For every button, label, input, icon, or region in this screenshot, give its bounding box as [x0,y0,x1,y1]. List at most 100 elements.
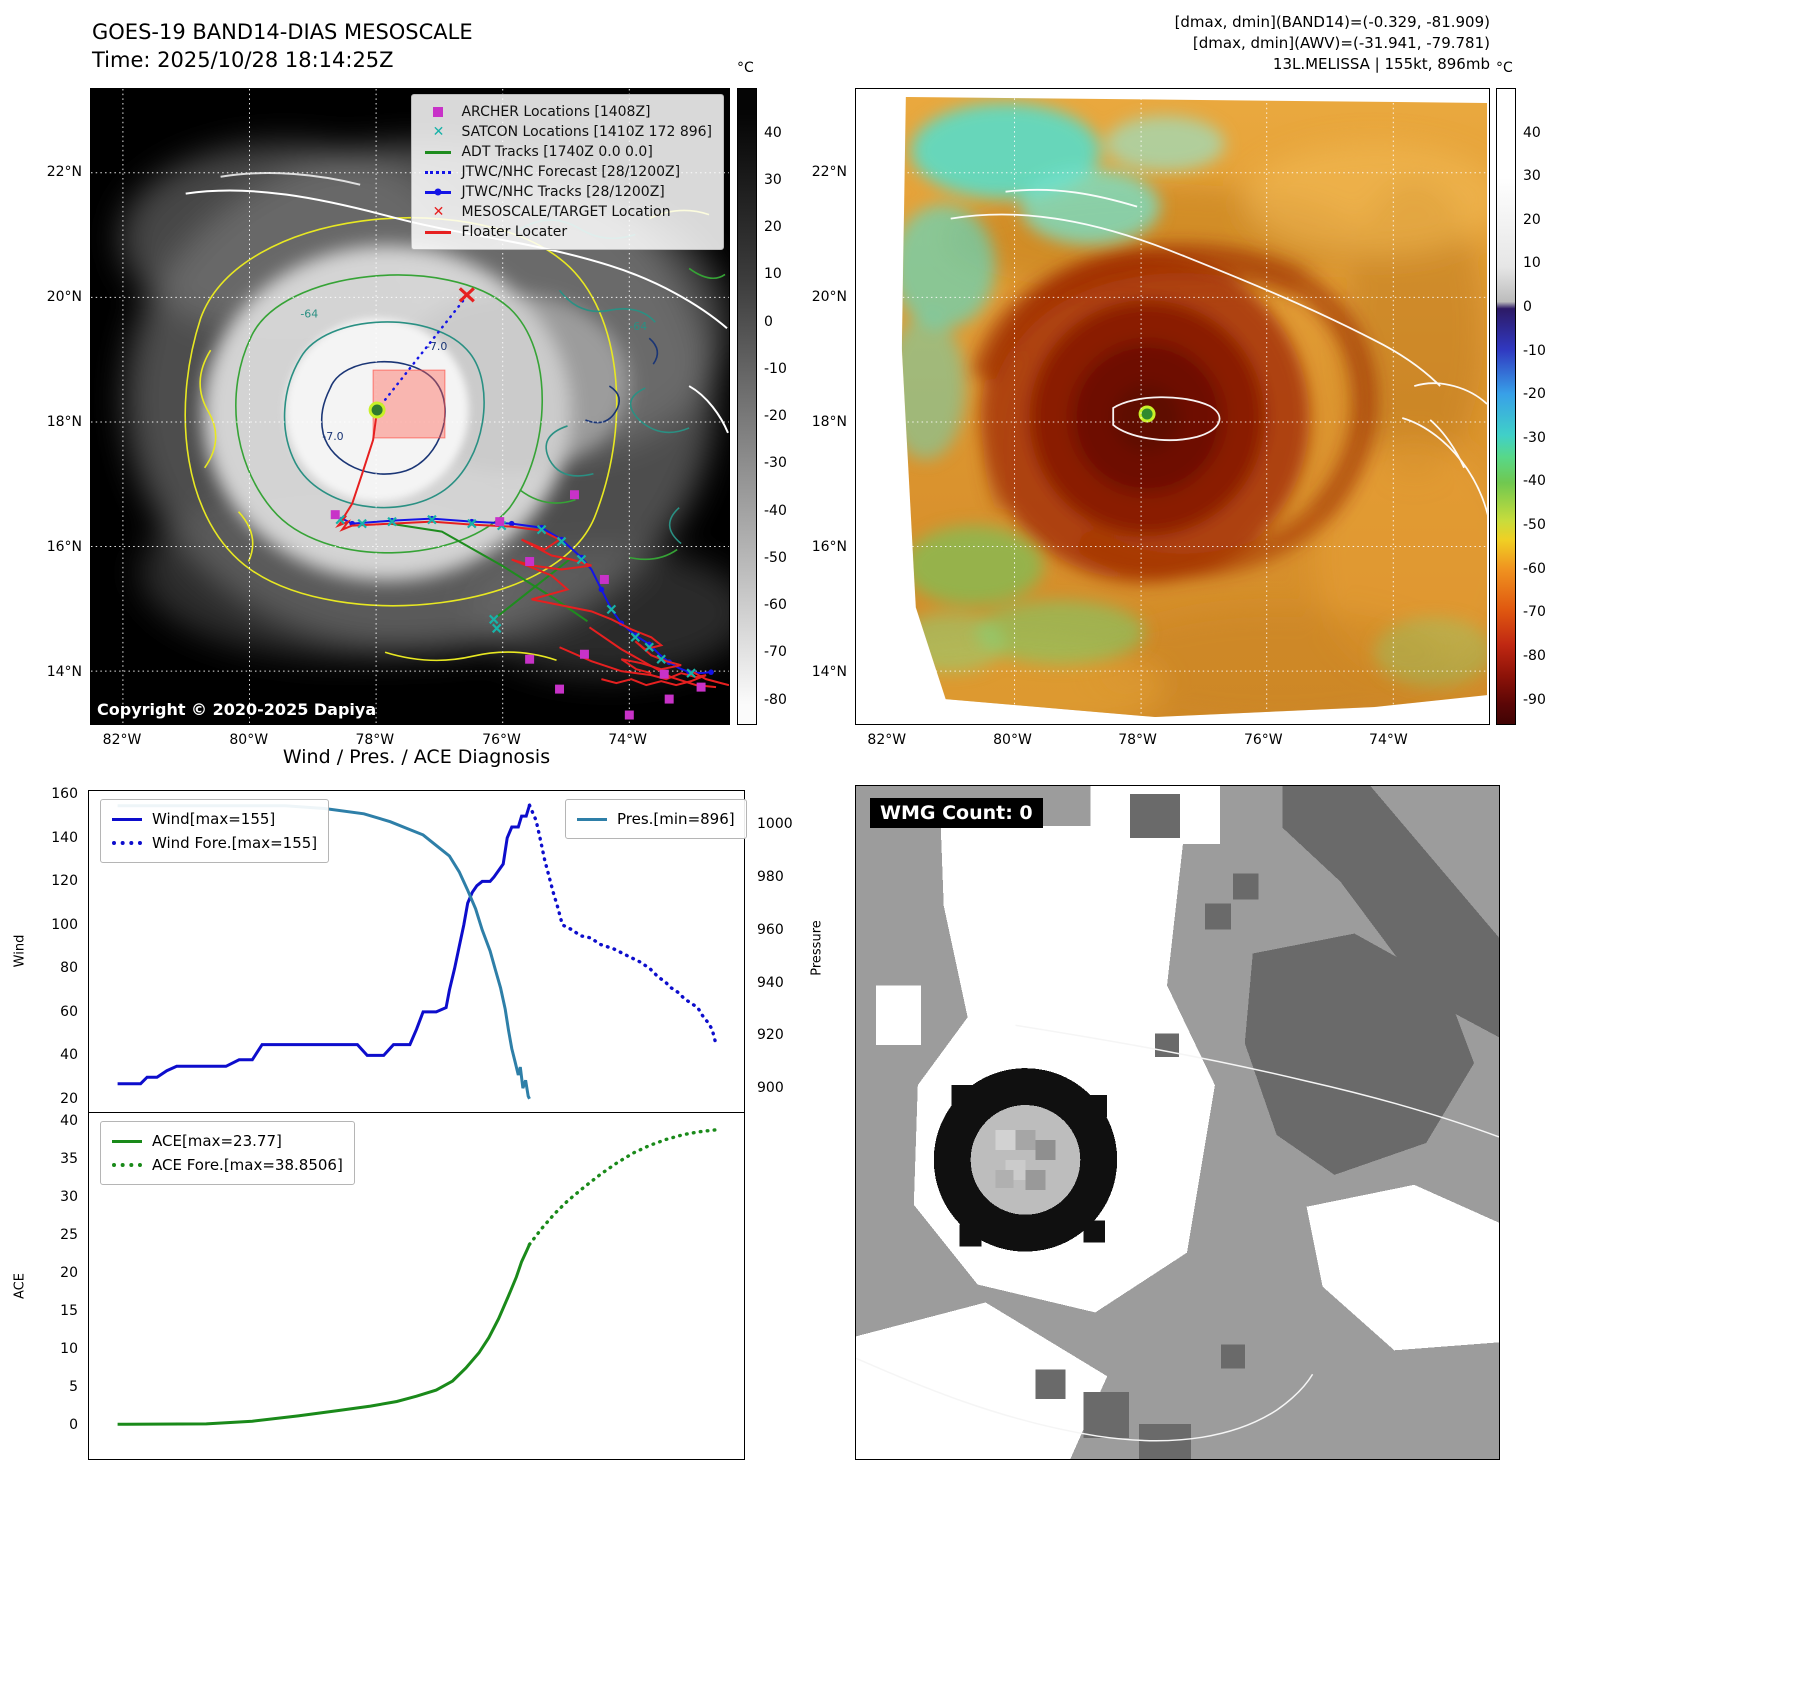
legend-label: JTWC/NHC Tracks [28/1200Z] [461,184,665,200]
tick-label: 78°W [355,732,395,748]
tick-label: 1000 [757,816,793,833]
tick-label: -40 [1523,473,1546,490]
storm-id-intensity: 13L.MELISSA | 155kt, 896mb [1272,55,1490,73]
dense-regions [1035,786,1499,1459]
tick-label: 0 [69,1417,78,1434]
band14-lon-axis: 82°W 80°W 78°W 76°W 74°W [90,731,730,751]
band14-colorbar-unit: °C [737,60,754,76]
tick-label: -10 [764,360,787,377]
tick-label: 30 [1523,168,1541,185]
contour-label: -7.0 [426,340,447,353]
tick-label: -20 [1523,386,1546,403]
cold-cloud-patches [901,102,1488,688]
tick-label: -40 [764,502,787,519]
ace-axis-label: ACE [12,1273,28,1299]
tick-label: 22°N [811,164,847,181]
series-line [117,804,531,1100]
target-x-marker [458,287,475,303]
awv-header: [dmax, dmin](BAND14)=(-0.329, -81.909) [… [960,12,1490,75]
ace-legend: ACE[max=23.77] ACE Fore.[max=38.8506] [100,1121,355,1185]
mesoscale-target-box [372,369,446,439]
tick-label: 76°W [482,732,521,748]
legend-item: ACE[max=23.77] [112,1129,343,1153]
band14-title: GOES-19 BAND14-DIAS MESOSCALE [92,20,473,44]
legend-label: Wind Fore.[max=155] [152,834,318,852]
tick-label: 40 [60,1047,78,1064]
legend-item: Pres.[min=896] [577,807,735,831]
tick-label: 5 [69,1379,78,1396]
line-marker-icon [423,230,453,234]
legend-label: JTWC/NHC Forecast [28/1200Z] [461,164,681,180]
tick-label: 0 [1523,299,1532,316]
tick-label: 74°W [608,732,647,748]
tick-label: 15 [60,1303,78,1320]
awv-colorbar-ticks: 40 30 20 10 0 -10 -20 -30 -40 -50 -60 -70 -80 -90 [1519,88,1567,725]
awv-colorbar-unit: °C [1496,60,1513,76]
tick-label: 18°N [46,413,82,430]
hurricane-core [970,243,1378,583]
diagnosis-chart-title: Wind / Pres. / ACE Diagnosis [282,746,551,768]
tick-label: 60 [60,1003,78,1020]
pressure-line-sample-icon [577,817,607,821]
series-line [117,804,531,1086]
tick-label: -30 [764,455,787,472]
awv-colorbar [1496,88,1516,725]
tick-label: 35 [60,1151,78,1168]
tick-label: 80 [60,960,78,977]
tick-label: -70 [1523,604,1546,621]
band14-legend: ARCHER Locations [1408Z] ✕ SATCON Location… [411,94,724,250]
tick-label: -50 [1523,517,1546,534]
legend-item: ✕ SATCON Locations [1410Z 172 896] [423,122,712,142]
tick-label: 140 [51,829,78,846]
tick-label: 20 [764,219,782,236]
pressure-legend: Pres.[min=896] [565,799,747,839]
wind-line-sample-icon [112,817,142,821]
contour-label: -7.0 [322,430,343,443]
tick-label: -20 [764,408,787,425]
storm-center-marker [368,401,386,419]
tick-label: 960 [757,921,784,938]
tick-label: 80°W [229,732,269,748]
tick-label: 10 [60,1341,78,1358]
legend-item: Wind[max=155] [112,807,317,831]
tick-label: 10 [764,266,782,283]
tick-label: 25 [60,1227,78,1244]
tick-label: -70 [764,644,787,661]
awv-lon-axis: 82°W 80°W 78°W 76°W 74°W [855,731,1490,751]
band14-colorbar [737,88,757,725]
tick-label: 22°N [46,164,82,181]
tick-label: 76°W [1243,732,1283,748]
dmax-dmin-awv: [dmax, dmin](AWV)=(-31.941, -79.781) [1192,34,1490,52]
pressure-y-axis: 1000 980 960 940 920 900 [751,790,801,1112]
x-marker-icon: ✕ [432,124,445,140]
tick-label: 18°N [811,413,847,430]
tick-label: 30 [60,1189,78,1206]
tick-label: 10 [1523,255,1541,272]
line-dot-marker-icon [423,188,453,196]
awv-lat-axis: 22°N 20°N 18°N 16°N 14°N [801,88,851,725]
tick-label: 80°W [993,732,1032,748]
legend-label: Floater Locater [461,224,568,240]
tick-label: 30 [764,171,782,188]
legend-item: JTWC/NHC Forecast [28/1200Z] [423,162,712,182]
wind-forecast-line-sample-icon [112,841,142,845]
tick-label: 82°W [102,732,142,748]
archer-markers [330,490,706,720]
wm g-count-badge: WMG Count: 0 [870,798,1043,828]
tick-label: 100 [51,916,78,933]
eyewall-ring [933,1068,1118,1252]
tick-label: 20 [60,1090,78,1107]
tick-label: 40 [1523,124,1541,141]
dotted-line-marker-icon [423,170,453,174]
legend-item: Wind Fore.[max=155] [112,831,317,855]
wind-legend: Wind[max=155] Wind Fore.[max=155] [100,799,330,863]
wind-axis-label: Wind [12,934,28,968]
legend-label: MESOSCALE/TARGET Location [461,204,671,220]
coastlines [856,1024,1499,1442]
series-line [117,1243,531,1426]
wind-pres-chart [117,803,718,1100]
legend-label: ACE[max=23.77] [152,1132,282,1150]
series-line [527,1128,718,1247]
legend-label: SATCON Locations [1410Z 172 896] [461,124,712,140]
legend-label: Wind[max=155] [152,810,276,828]
